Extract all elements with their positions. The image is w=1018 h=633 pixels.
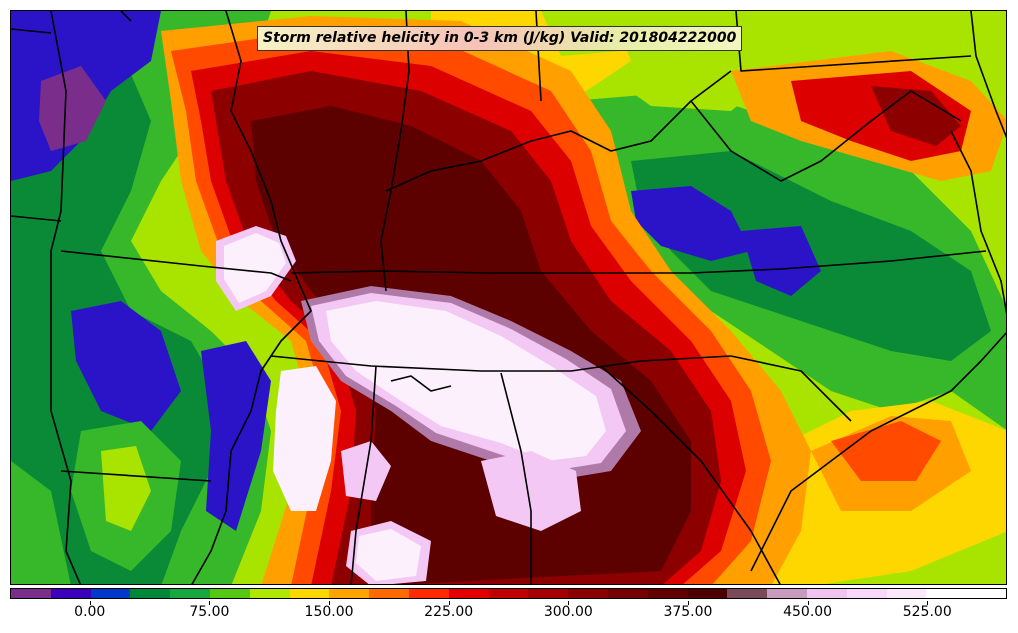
- boundary-virginia-coast: [950, 130, 1006, 315]
- boundary-virginia-wv: [690, 90, 962, 182]
- boundary-tennessee-south: [270, 355, 732, 372]
- colorbar: [10, 588, 1007, 599]
- boundary-mississippi-river: [191, 11, 312, 584]
- boundary-kentucky-tennessee: [290, 250, 987, 274]
- boundary-missouri-north: [11, 28, 52, 34]
- boundary-mississippi-alabama: [350, 365, 377, 584]
- helicity-map: [11, 11, 1006, 584]
- colorbar-segment: [687, 589, 728, 598]
- field-pink-georgia: [481, 451, 581, 531]
- colorbar-segment: [806, 589, 847, 598]
- colorbar-segment: [767, 589, 807, 598]
- colorbar-labels: 0.00 75.00 150.00 225.00 300.00 375.00 450.00 5…: [10, 601, 1007, 625]
- colorbar-segment: [329, 589, 370, 598]
- colorbar-segment: [647, 589, 688, 598]
- boundary-nc-coast: [870, 332, 1006, 432]
- colorbar-segment: [448, 589, 489, 598]
- colorbar-tick-label: 150.00: [304, 604, 354, 620]
- colorbar-segment: [488, 589, 529, 598]
- field-lime-southwest: [101, 446, 151, 531]
- field-blue-west: [71, 301, 181, 431]
- field-blue-kentucky: [631, 186, 751, 261]
- colorbar-tick-mark: [329, 601, 331, 605]
- boundary-delaware: [970, 11, 1006, 139]
- boundary-sc-coast: [750, 430, 872, 572]
- field-white-alabama: [356, 529, 421, 581]
- colorbar-segment: [568, 589, 608, 598]
- field-white-core: [326, 301, 606, 461]
- colorbar-tick-mark: [448, 601, 450, 605]
- colorbar-segment: [846, 589, 887, 598]
- field-white-arkansas: [273, 366, 336, 511]
- colorbar-segment: [727, 589, 768, 598]
- colorbar-segment: [926, 589, 967, 598]
- colorbar-segment: [50, 589, 91, 598]
- field-blue-arkansas: [201, 341, 271, 531]
- colorbar-segment: [249, 589, 290, 598]
- colorbar-tick-mark: [687, 601, 689, 605]
- colorbar-segment: [369, 589, 409, 598]
- colorbar-tick-mark: [927, 601, 929, 605]
- colorbar-segment: [886, 589, 927, 598]
- colorbar-tick-label: 375.00: [663, 604, 713, 620]
- colorbar-segment: [966, 589, 1006, 598]
- colorbar-segment: [607, 589, 648, 598]
- boundary-kansas-missouri: [50, 11, 82, 584]
- colorbar-tick-label: 525.00: [902, 604, 952, 620]
- boundary-iowa-missouri: [120, 11, 132, 22]
- boundary-missouri-arkansas: [60, 250, 292, 282]
- field-red-carolina: [831, 421, 941, 481]
- boundary-tennessee-river: [390, 375, 452, 392]
- field-white-tn: [224, 233, 286, 303]
- field-lime-east-north: [601, 31, 781, 111]
- colorbar-segment: [11, 589, 51, 598]
- colorbar-tick-label: 0.00: [74, 604, 106, 620]
- field-blue-virginia: [741, 226, 821, 296]
- colorbar-segment: [170, 589, 210, 598]
- map-title: Storm relative helicity in 0-3 km (J/kg)…: [257, 26, 743, 51]
- colorbar-segment: [90, 589, 131, 598]
- colorbar-tick-label: 450.00: [783, 604, 833, 620]
- colorbar-tick-label: 225.00: [424, 604, 474, 620]
- colorbar-tick-mark: [209, 601, 211, 605]
- colorbar-segment: [289, 589, 330, 598]
- colorbar-segment: [408, 589, 449, 598]
- colorbar-segment: [130, 589, 171, 598]
- colorbar-segment: [209, 589, 250, 598]
- colorbar-tick-label: 300.00: [543, 604, 593, 620]
- colorbar-segment: [528, 589, 569, 598]
- colorbar-tick-mark: [807, 601, 809, 605]
- boundary-illinois-indiana: [380, 11, 410, 292]
- boundary-alabama-georgia: [500, 372, 532, 584]
- colorbar-tick-mark: [568, 601, 570, 605]
- map-panel: Storm relative helicity in 0-3 km (J/kg)…: [10, 10, 1007, 585]
- field-darkred-northeast: [871, 86, 961, 146]
- boundary-kansas-oklahoma: [11, 215, 62, 222]
- field-purple-northwest: [39, 66, 106, 151]
- boundary-ohio-river: [385, 70, 732, 192]
- colorbar-tick-mark: [89, 601, 91, 605]
- colorbar-tick-label: 75.00: [189, 604, 230, 620]
- boundary-arkansas-louisiana: [60, 470, 212, 482]
- boundary-carolinas: [730, 355, 852, 422]
- state-boundaries: [11, 11, 1006, 584]
